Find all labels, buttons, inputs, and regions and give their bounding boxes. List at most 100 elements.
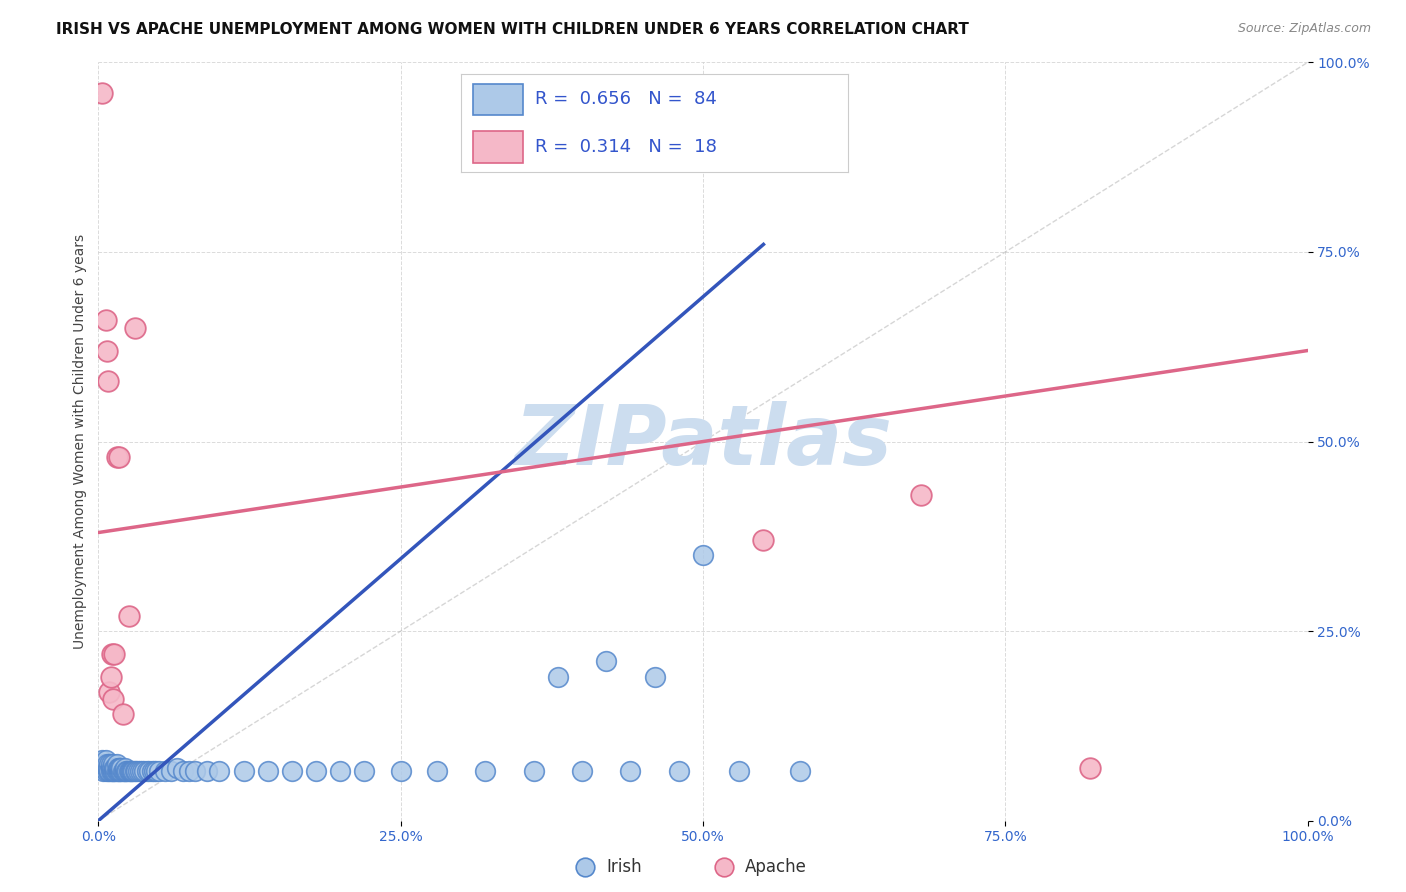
Point [114,764,136,779]
Point [644,669,666,683]
Point [195,764,218,779]
Point [389,764,412,779]
Text: ZIPatlas: ZIPatlas [515,401,891,482]
Point [93,756,115,771]
Point [110,760,132,774]
Point [121,764,143,779]
Point [91,764,114,779]
Text: Source: ZipAtlas.com: Source: ZipAtlas.com [1237,22,1371,36]
Point [100,756,122,771]
Point [91,753,114,767]
Point [108,764,131,779]
Point [101,692,124,706]
Point [232,764,254,779]
Point [100,647,122,661]
Point [668,764,690,779]
Point [145,764,167,779]
Point [105,764,128,779]
Point [103,764,125,779]
Point [179,764,201,779]
Point [124,320,146,334]
Point [100,764,122,779]
Point [98,764,121,779]
Point [118,764,141,779]
Point [94,753,117,767]
Point [153,764,176,779]
Point [104,764,127,779]
Point [96,760,118,774]
Point [108,760,131,774]
Point [108,450,131,464]
Point [100,760,122,774]
Point [281,764,304,779]
Point [100,669,122,683]
Point [426,764,449,779]
Point [128,764,150,779]
Point [97,374,120,388]
Point [571,764,593,779]
Point [124,764,146,779]
Point [91,86,114,100]
Point [523,764,546,779]
Point [172,764,194,779]
Point [96,343,118,358]
Point [619,764,641,779]
Point [547,669,569,683]
Point [94,764,117,779]
Point [108,764,131,779]
Point [114,760,136,774]
Point [100,764,122,779]
Point [108,760,131,774]
Point [120,764,142,779]
Point [103,760,125,774]
Point [474,764,496,779]
Point [789,764,811,779]
Point [93,760,115,774]
Point [131,764,153,779]
Point [115,764,138,779]
Point [127,764,149,779]
Point [97,764,120,779]
Point [353,764,375,779]
Point [208,764,231,779]
Point [122,764,145,779]
Point [138,764,160,779]
Point [94,313,117,327]
Point [105,756,128,771]
Point [118,608,141,623]
Point [111,764,134,779]
Point [105,450,128,464]
Point [692,548,714,563]
Point [148,764,170,779]
Text: Irish: Irish [606,858,641,877]
Point [112,764,135,779]
Point [97,760,120,774]
Point [143,764,166,779]
Point [96,756,118,771]
Point [111,707,134,722]
Point [141,764,163,779]
Point [166,760,188,774]
Point [101,764,124,779]
Point [595,655,617,669]
Text: IRISH VS APACHE UNEMPLOYMENT AMONG WOMEN WITH CHILDREN UNDER 6 YEARS CORRELATION: IRISH VS APACHE UNEMPLOYMENT AMONG WOMEN… [56,22,969,37]
Point [98,685,121,699]
Point [107,764,129,779]
Point [135,764,157,779]
Text: Apache: Apache [745,858,807,877]
Point [184,764,207,779]
Point [713,860,735,874]
Point [98,756,121,771]
Point [256,764,278,779]
Point [107,760,129,774]
Y-axis label: Unemployment Among Women with Children Under 6 years: Unemployment Among Women with Children U… [73,234,87,649]
Point [104,760,127,774]
Point [910,487,932,501]
Point [728,764,751,779]
Point [752,533,775,548]
Point [101,756,124,771]
Point [117,764,139,779]
Point [305,764,328,779]
Point [93,760,115,774]
Point [1078,760,1101,774]
